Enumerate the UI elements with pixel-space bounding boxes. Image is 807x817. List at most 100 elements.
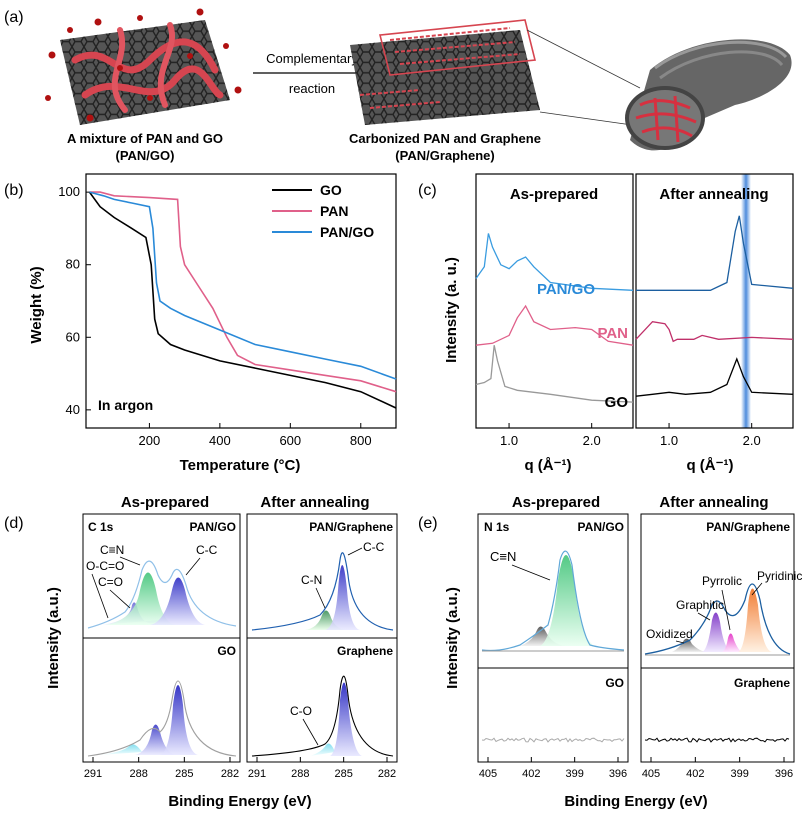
left-caption-line1: A mixture of PAN and GO <box>67 131 223 146</box>
x-tick-label-d: 291 <box>84 768 102 780</box>
x-tick-label-b: 800 <box>350 433 372 448</box>
title-as-prepared-e: As-prepared <box>512 494 600 511</box>
x-tick-label-c: 2.0 <box>583 433 601 448</box>
axis-label-q-left: q (Å⁻¹) <box>524 457 571 474</box>
panel-e-label: (e) <box>418 515 438 532</box>
legend-label-go: GO <box>320 182 342 198</box>
subtitle-d-pan-go: PAN/GO <box>190 520 236 534</box>
peak-label-co-graphene: C-O <box>290 704 312 718</box>
series-line-b-0 <box>88 191 397 409</box>
panel-b-label: (b) <box>4 182 24 199</box>
series-label-pan-go-c: PAN/GO <box>537 281 595 298</box>
pan-go-mixture-illustration <box>45 8 242 125</box>
spectrum-d-graphene <box>251 675 394 757</box>
x-tick-label-b: 600 <box>279 433 301 448</box>
xrd-line-1-1 <box>635 321 794 343</box>
pan-graphene-illustration <box>350 19 540 125</box>
title-after-annealing-e: After annealing <box>659 494 768 511</box>
left-caption-line2: (PAN/GO) <box>116 148 175 163</box>
right-caption-line1: Carbonized PAN and Graphene <box>349 131 541 146</box>
peak-label-oco: O-C=O <box>86 559 124 573</box>
y-tick-label-b: 100 <box>58 184 80 199</box>
series-line-b-2 <box>89 191 397 380</box>
title-as-prepared-d: As-prepared <box>121 494 209 511</box>
title-after-annealing-c: After annealing <box>659 186 768 203</box>
xrd-line-0-0 <box>475 233 634 291</box>
x-tick-label-d: 285 <box>334 768 352 780</box>
peak-label-pyridinic: Pyridinic <box>757 569 802 583</box>
subtitle-e-pan-go: PAN/GO <box>578 520 624 534</box>
peak-label-cc-d1: C-C <box>196 543 218 557</box>
x-tick-label-e: 399 <box>730 768 748 780</box>
panel-d: (d) As-prepared After annealing C 1s PAN… <box>4 494 398 810</box>
panel-c-label: (c) <box>418 182 437 199</box>
spectrum-d-go <box>87 680 237 757</box>
title-after-annealing-d: After annealing <box>260 494 369 511</box>
xrd-line-0-1 <box>475 304 634 346</box>
peak-label-co: C=O <box>98 575 123 589</box>
subtitle-e-go: GO <box>605 676 624 690</box>
peak-label-graphitic: Graphitic <box>676 598 724 612</box>
legend-label-pan-go: PAN/GO <box>320 224 374 240</box>
peak-label-oxidized: Oxidized <box>646 627 693 641</box>
spectrum-e-pan-go <box>481 550 625 652</box>
legend-label-pan: PAN <box>320 203 349 219</box>
peak-label-pyrrolic: Pyrrolic <box>702 574 742 588</box>
panel-c: (c) As-prepared After annealing 1.0 2.0 1.… <box>418 173 794 474</box>
peak-label-cnbond: C-N <box>301 573 322 587</box>
panel-d-label: (d) <box>4 515 24 532</box>
x-tick-label-d: 282 <box>221 768 239 780</box>
subplot-e-graphene <box>640 667 795 763</box>
series-label-go-c: GO <box>605 394 629 411</box>
corner-label-c1s: C 1s <box>88 520 114 534</box>
axis-label-intensity-d: Intensity (a.u.) <box>45 587 62 689</box>
axis-label-weight: Weight (%) <box>28 266 45 343</box>
axis-label-be-d: Binding Energy (eV) <box>168 793 311 810</box>
highlight-band <box>741 174 751 428</box>
subtitle-e-graphene: Graphene <box>734 676 790 690</box>
plot-b-frame <box>85 173 397 429</box>
fiber-illustration <box>625 39 792 151</box>
x-tick-label-e: 396 <box>775 768 793 780</box>
x-tick-label-d: 288 <box>129 768 147 780</box>
series-line-b-1 <box>89 191 397 393</box>
x-tick-label-e: 405 <box>479 768 497 780</box>
noise-baseline-graphene-e <box>644 737 790 743</box>
plot-c-left-frame <box>475 173 634 429</box>
y-tick-label-b: 60 <box>66 329 80 344</box>
corner-label-n1s: N 1s <box>484 520 510 534</box>
x-tick-label-c: 1.0 <box>660 433 678 448</box>
peak-label-cc-d2: C-C <box>363 540 385 554</box>
legend-b: GO PAN PAN/GO <box>272 182 374 240</box>
x-tick-label-e: 402 <box>522 768 540 780</box>
xrd-line-1-0 <box>636 215 794 291</box>
axis-label-intensity-c: Intensity (a. u.) <box>443 257 460 363</box>
x-tick-label-d: 291 <box>248 768 266 780</box>
x-tick-label-d: 282 <box>378 768 396 780</box>
subplot-e-go <box>477 667 629 763</box>
arrow-label-line1: Complementary <box>266 51 358 66</box>
noise-baseline-go-e <box>481 737 625 743</box>
spectrum-d-pan-go <box>87 560 237 629</box>
annotation-in-argon: In argon <box>98 397 153 413</box>
x-tick-label-e: 399 <box>565 768 583 780</box>
subtitle-d-pan-graphene: PAN/Graphene <box>309 520 393 534</box>
subtitle-d-go: GO <box>217 644 236 658</box>
x-tick-label-d: 288 <box>291 768 309 780</box>
axis-label-intensity-e: Intensity (a.u.) <box>444 587 461 689</box>
subplot-d-graphene <box>246 637 398 763</box>
y-tick-label-b: 80 <box>66 257 80 272</box>
xrd-line-1-2 <box>635 357 794 397</box>
subtitle-d-graphene: Graphene <box>337 644 393 658</box>
x-tick-label-c: 2.0 <box>743 433 761 448</box>
x-tick-label-e: 402 <box>686 768 704 780</box>
title-as-prepared-c: As-prepared <box>510 186 598 203</box>
y-tick-label-b: 40 <box>66 402 80 417</box>
x-tick-label-e: 405 <box>642 768 660 780</box>
arrow-label-line2: reaction <box>289 81 335 96</box>
peak-label-cn: C≡N <box>100 543 124 557</box>
peak-label-cn-e: C≡N <box>490 549 516 564</box>
x-tick-label-c: 1.0 <box>500 433 518 448</box>
x-tick-label-d: 285 <box>175 768 193 780</box>
